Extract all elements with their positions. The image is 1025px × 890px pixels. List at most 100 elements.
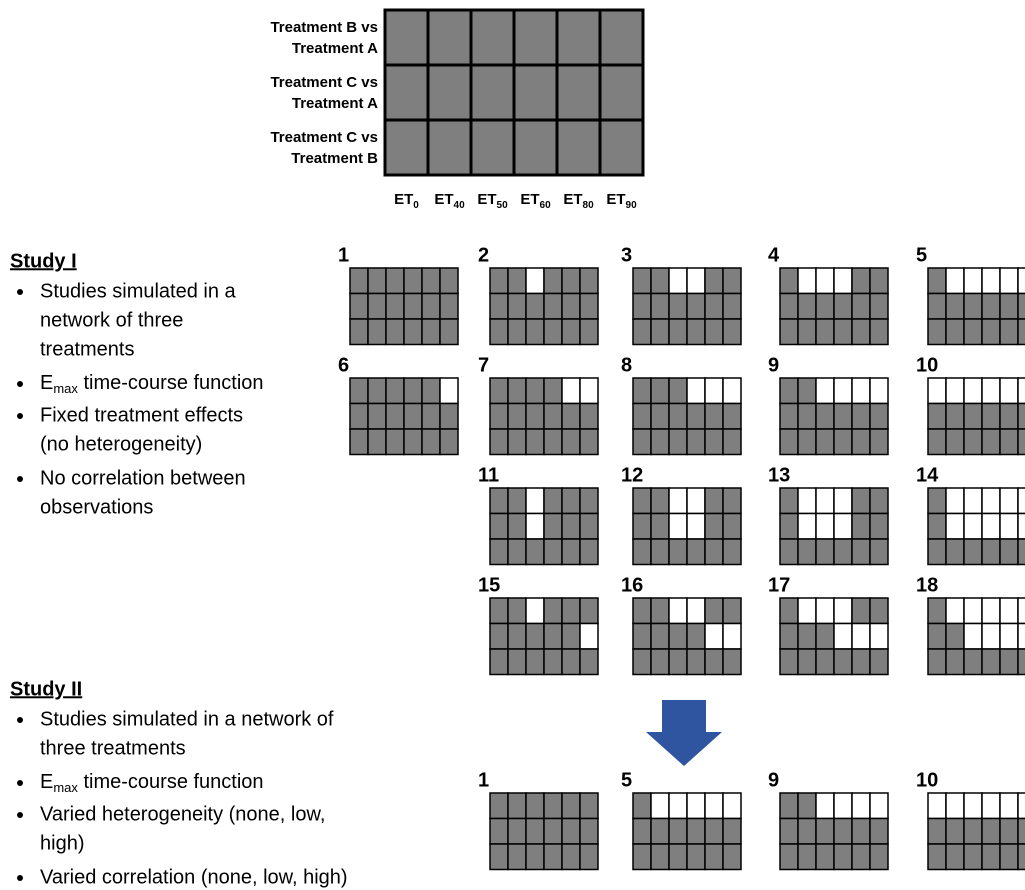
grid-cell — [650, 538, 670, 566]
grid-cell — [507, 817, 527, 845]
row-label: Treatment B vs — [270, 19, 378, 36]
grid-cell — [851, 402, 871, 430]
label-main: ET — [520, 191, 539, 208]
grid-cell — [963, 622, 983, 650]
grid-cell — [507, 428, 527, 456]
scenario-number: 1 — [478, 769, 489, 791]
grid-cell — [981, 817, 1001, 845]
scenario-number: 5 — [916, 244, 927, 266]
scenario-number: 7 — [478, 354, 489, 376]
grid-cell — [1017, 428, 1025, 456]
scenario-number: 5 — [621, 769, 632, 791]
scenario-number: 6 — [338, 354, 349, 376]
grid-cell — [525, 428, 545, 456]
grid-cell — [507, 622, 527, 650]
grid-cell — [704, 597, 724, 625]
grid-cell — [797, 292, 817, 320]
grid-cell — [349, 267, 369, 295]
grid-cell — [561, 402, 581, 430]
grid-cell — [650, 377, 670, 405]
bullet-text: Varied correlation (none, low, high) — [40, 866, 348, 888]
grid-cell — [421, 292, 441, 320]
grid-cell — [797, 538, 817, 566]
text-main: time-course function — [78, 771, 264, 793]
grid-cell — [367, 318, 387, 346]
grid-cell — [525, 377, 545, 405]
grid-cell — [963, 597, 983, 625]
study-title: Study I — [10, 250, 77, 272]
grid-cell — [945, 843, 965, 871]
grid-cell — [722, 377, 742, 405]
grid-cell — [815, 377, 835, 405]
grid-cell — [999, 597, 1019, 625]
grid-cell — [815, 318, 835, 346]
grid-cell — [686, 843, 706, 871]
grid-cell — [668, 648, 688, 676]
grid-cell — [963, 428, 983, 456]
grid-cell — [779, 597, 799, 625]
grid-cell — [1017, 792, 1025, 820]
scenario-number: 17 — [768, 574, 790, 596]
scenario-number: 9 — [768, 354, 779, 376]
grid-cell — [668, 538, 688, 566]
scenario-number: 11 — [478, 464, 499, 486]
grid-cell — [686, 318, 706, 346]
grid-cell — [650, 622, 670, 650]
grid-cell — [779, 538, 799, 566]
grid-cell — [367, 428, 387, 456]
grid-cell — [543, 428, 563, 456]
grid-cell — [945, 267, 965, 295]
grid-cell — [779, 622, 799, 650]
grid-cell — [869, 267, 889, 295]
grid-cell — [981, 792, 1001, 820]
grid-cell — [704, 792, 724, 820]
grid-cell — [722, 428, 742, 456]
bullet — [17, 476, 23, 482]
grid-cell — [945, 428, 965, 456]
grid-cell — [1017, 597, 1025, 625]
grid-cell — [1017, 648, 1025, 676]
grid-cell — [1017, 843, 1025, 871]
grid-cell — [999, 622, 1019, 650]
grid-cell — [833, 292, 853, 320]
grid-cell — [851, 428, 871, 456]
grid-cell — [686, 622, 706, 650]
grid-cell — [797, 377, 817, 405]
grid-cell — [543, 817, 563, 845]
grid-cell — [945, 402, 965, 430]
grid-cell — [668, 843, 688, 871]
grid-cell — [383, 63, 430, 122]
grid-cell — [426, 8, 473, 67]
grid-cell — [489, 648, 509, 676]
grid-cell — [927, 512, 947, 540]
grid-cell — [561, 817, 581, 845]
grid-cell — [1017, 512, 1025, 540]
scenario-number: 13 — [768, 464, 790, 486]
grid-cell — [704, 267, 724, 295]
grid-cell — [579, 292, 599, 320]
grid-cell — [779, 402, 799, 430]
grid-cell — [999, 318, 1019, 346]
bullet — [17, 780, 23, 786]
bullet — [17, 812, 23, 818]
grid-cell — [421, 318, 441, 346]
grid-cell — [981, 538, 1001, 566]
study-title: Study II — [10, 678, 82, 700]
grid-cell — [851, 843, 871, 871]
grid-cell — [704, 292, 724, 320]
grid-cell — [999, 648, 1019, 676]
grid-cell — [561, 648, 581, 676]
grid-cell — [561, 487, 581, 515]
grid-cell — [851, 538, 871, 566]
grid-cell — [668, 512, 688, 540]
grid-cell — [833, 792, 853, 820]
grid-cell — [869, 622, 889, 650]
grid-cell — [945, 318, 965, 346]
grid-cell — [469, 8, 516, 67]
grid-cell — [999, 292, 1019, 320]
grid-cell — [927, 648, 947, 676]
scenario-number: 15 — [478, 574, 500, 596]
grid-cell — [722, 318, 742, 346]
grid-cell — [543, 648, 563, 676]
grid-cell — [686, 512, 706, 540]
